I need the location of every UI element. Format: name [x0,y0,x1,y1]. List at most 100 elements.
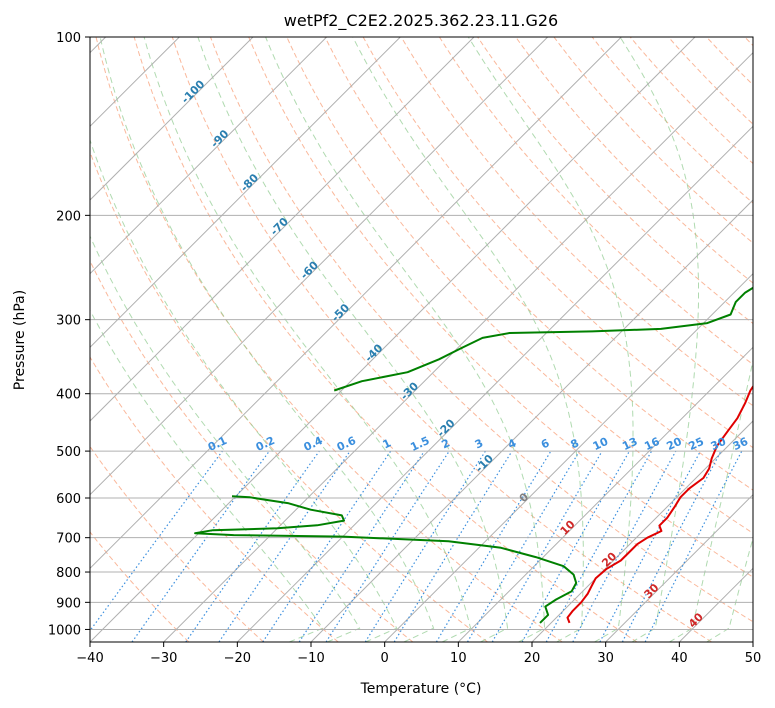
isotherm-line [384,272,753,642]
dry-adiabat [706,37,753,86]
profile-series-1 [194,495,578,624]
dry-adiabat [90,445,264,642]
y-tick-label: 900 [56,596,81,611]
x-tick-label: 0 [381,651,389,666]
moist-adiabat [99,37,435,642]
y-tick-label: 600 [56,492,81,507]
x-tick-label: −20 [224,651,251,666]
mixing-ratio-label: 20 [664,435,684,453]
isotherm-label: 20 [599,549,619,569]
isotherm-line [752,641,753,642]
mixing-ratio-label: 13 [620,435,639,453]
moist-adiabat [90,309,324,642]
dry-adiabat [210,37,753,623]
moist-adiabat [467,37,634,642]
dry-adiabat [477,37,753,325]
dry-adiabat [438,37,753,366]
moist-adiabat [619,37,699,642]
mixing-ratio-line [90,450,223,632]
y-tick-label: 500 [56,445,81,460]
dry-adiabat [324,37,753,491]
y-tick-label: 1000 [48,623,81,638]
mixing-ratio-line [325,450,450,642]
isotherm-line [90,37,622,570]
dry-adiabat [591,37,753,204]
mixing-ratio-line [644,450,743,642]
mixing-ratio-label: 36 [731,435,751,453]
mixing-ratio-line [298,450,425,642]
dry-adiabat [400,37,753,407]
mixing-ratio-line [262,450,392,642]
x-tick-label: 40 [671,651,688,666]
isotherm-line [236,125,753,642]
isotherm-line [90,37,254,201]
y-tick-label: 300 [56,314,81,329]
isotherm-label: -60 [298,258,321,281]
isotherm-label: -10 [473,452,496,475]
isotherm-line [90,37,549,496]
mixing-ratio-line [545,450,653,642]
isotherm-label: 10 [558,517,578,537]
mixing-ratio-label: 1 [381,436,393,451]
isotherm-line [90,37,696,642]
y-axis-label: Pressure (hPa) [12,290,28,390]
dry-adiabat [171,37,712,642]
mixing-ratio-label: 4 [506,436,519,451]
x-tick-label: −30 [150,651,177,666]
y-tick-label: 700 [56,532,81,547]
x-axis-label: Temperature (°C) [360,681,482,697]
moist-adiabat [352,37,584,642]
profile-lines [194,286,753,624]
profile-series-2 [333,286,753,392]
x-tick-label: −10 [297,651,324,666]
isotherm-label: -40 [362,341,385,364]
mixing-ratio-line [185,450,320,642]
dry-adiabat [90,531,190,642]
mixing-ratio-label: 8 [569,436,581,451]
background-lines [90,37,753,642]
isotherm-line [90,37,401,349]
dry-adiabat [362,37,753,449]
dry-adiabat [90,259,414,642]
x-tick-label: 30 [597,651,614,666]
axis-ticks: −40 −30 −20 −10 0 10 20 30 40 50 100 200 300 400 500 60… [48,31,761,666]
mixing-ratio-line [218,450,351,642]
x-tick-label: 20 [524,651,541,666]
mixing-ratio-label: 3 [473,436,485,451]
isotherm-line [531,420,753,642]
line-labels: -100-90-80-70-60-50-40-30-20-10010203040… [179,77,751,630]
mixing-ratio-label: 6 [539,436,552,451]
dry-adiabat [248,37,753,578]
mixing-ratio-line [599,450,702,642]
isotherm-label: -90 [208,127,231,150]
mixing-ratio-line [393,450,513,642]
mixing-ratio-label: 10 [591,435,611,453]
x-tick-label: 50 [745,651,762,666]
mixing-ratio-line [521,450,631,642]
isotherm-line [90,37,328,275]
isotherm-label: -70 [268,215,291,238]
moist-adiabat [669,358,753,642]
y-tick-label: 400 [56,388,81,403]
isotherm-line [310,199,753,642]
dry-adiabat [133,37,638,642]
moist-adiabat [706,536,753,642]
dry-adiabat [286,37,753,534]
dry-adiabat [668,37,753,125]
moist-adiabat [197,37,509,642]
moist-adiabat [90,235,361,642]
mixing-ratio-label: 2 [440,436,452,451]
plot-frame [89,36,754,643]
dry-adiabat [90,150,488,642]
isotherm-line [90,37,475,422]
mixing-ratio-line [572,450,677,642]
chart-title: wetPf2_C2E2.2025.362.23.11.G26 [284,11,558,31]
dry-adiabat [515,37,753,284]
mixing-ratio-line [621,450,722,642]
y-tick-label: 200 [56,209,81,224]
x-tick-label: −40 [76,651,103,666]
y-tick-label: 800 [56,566,81,581]
dry-adiabat [90,356,339,642]
moist-adiabat [265,37,545,642]
